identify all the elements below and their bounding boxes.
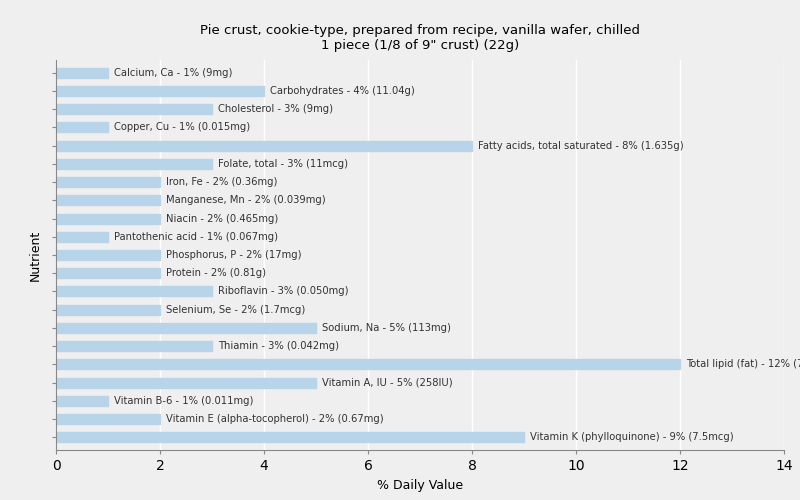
Text: Calcium, Ca - 1% (9mg): Calcium, Ca - 1% (9mg)	[114, 68, 233, 78]
Text: Vitamin A, IU - 5% (258IU): Vitamin A, IU - 5% (258IU)	[322, 378, 453, 388]
Text: Phosphorus, P - 2% (17mg): Phosphorus, P - 2% (17mg)	[166, 250, 302, 260]
Text: Carbohydrates - 4% (11.04g): Carbohydrates - 4% (11.04g)	[270, 86, 415, 96]
Text: Vitamin B-6 - 1% (0.011mg): Vitamin B-6 - 1% (0.011mg)	[114, 396, 254, 406]
Text: Folate, total - 3% (11mcg): Folate, total - 3% (11mcg)	[218, 159, 348, 169]
Text: Fatty acids, total saturated - 8% (1.635g): Fatty acids, total saturated - 8% (1.635…	[478, 140, 684, 150]
Bar	[56, 140, 472, 150]
Bar	[56, 304, 160, 314]
Text: Thiamin - 3% (0.042mg): Thiamin - 3% (0.042mg)	[218, 341, 339, 351]
Bar	[56, 104, 212, 114]
Text: Niacin - 2% (0.465mg): Niacin - 2% (0.465mg)	[166, 214, 278, 224]
Text: Vitamin E (alpha-tocopherol) - 2% (0.67mg): Vitamin E (alpha-tocopherol) - 2% (0.67m…	[166, 414, 384, 424]
Bar	[56, 68, 108, 78]
Bar	[56, 378, 316, 388]
Text: Total lipid (fat) - 12% (7.96g): Total lipid (fat) - 12% (7.96g)	[686, 360, 800, 370]
Text: Selenium, Se - 2% (1.7mcg): Selenium, Se - 2% (1.7mcg)	[166, 304, 306, 314]
X-axis label: % Daily Value: % Daily Value	[377, 478, 463, 492]
Text: Riboflavin - 3% (0.050mg): Riboflavin - 3% (0.050mg)	[218, 286, 349, 296]
Text: Protein - 2% (0.81g): Protein - 2% (0.81g)	[166, 268, 266, 278]
Text: Sodium, Na - 5% (113mg): Sodium, Na - 5% (113mg)	[322, 323, 451, 333]
Bar	[56, 268, 160, 278]
Bar	[56, 396, 108, 406]
Text: Pantothenic acid - 1% (0.067mg): Pantothenic acid - 1% (0.067mg)	[114, 232, 278, 242]
Bar	[56, 360, 680, 370]
Bar	[56, 250, 160, 260]
Bar	[56, 159, 212, 169]
Text: Manganese, Mn - 2% (0.039mg): Manganese, Mn - 2% (0.039mg)	[166, 196, 326, 205]
Bar	[56, 214, 160, 224]
Title: Pie crust, cookie-type, prepared from recipe, vanilla wafer, chilled
1 piece (1/: Pie crust, cookie-type, prepared from re…	[200, 24, 640, 52]
Bar	[56, 232, 108, 242]
Bar	[56, 86, 264, 96]
Bar	[56, 286, 212, 296]
Bar	[56, 414, 160, 424]
Bar	[56, 341, 212, 351]
Bar	[56, 323, 316, 333]
Text: Copper, Cu - 1% (0.015mg): Copper, Cu - 1% (0.015mg)	[114, 122, 250, 132]
Text: Iron, Fe - 2% (0.36mg): Iron, Fe - 2% (0.36mg)	[166, 177, 278, 187]
Bar	[56, 122, 108, 132]
Bar	[56, 432, 524, 442]
Bar	[56, 177, 160, 187]
Bar	[56, 196, 160, 205]
Text: Vitamin K (phylloquinone) - 9% (7.5mcg): Vitamin K (phylloquinone) - 9% (7.5mcg)	[530, 432, 734, 442]
Y-axis label: Nutrient: Nutrient	[29, 230, 42, 280]
Text: Cholesterol - 3% (9mg): Cholesterol - 3% (9mg)	[218, 104, 334, 114]
